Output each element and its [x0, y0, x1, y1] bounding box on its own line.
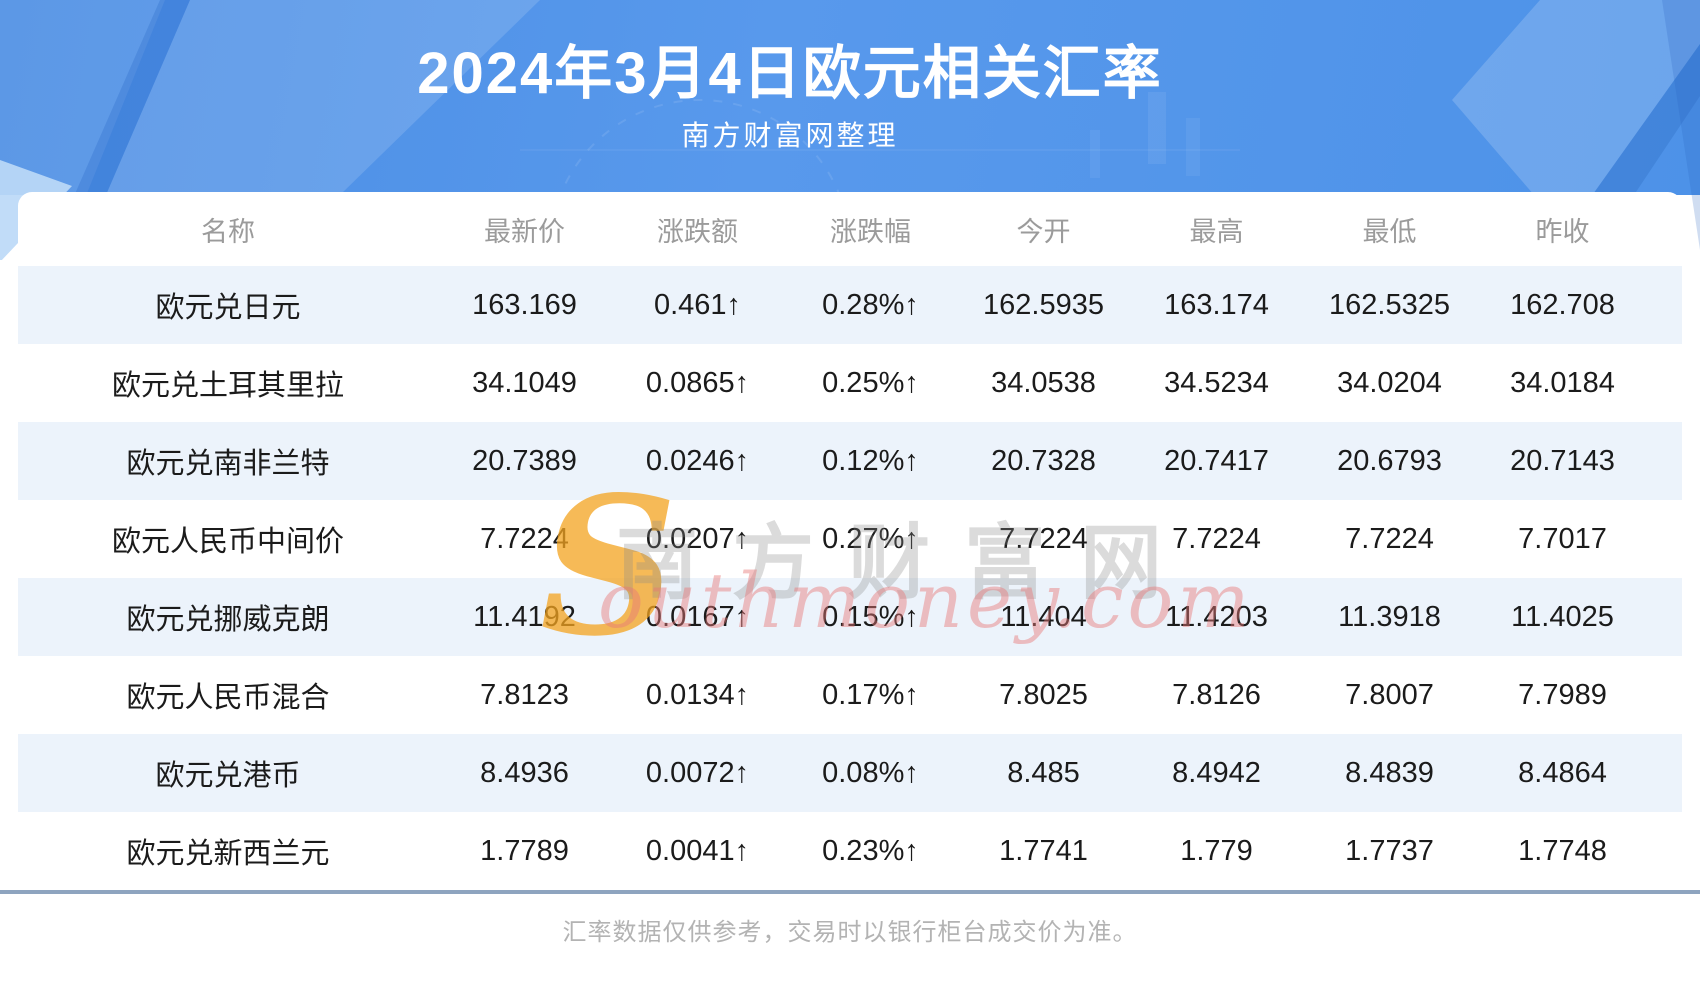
cell-pair-name: 欧元兑港币	[155, 760, 301, 792]
cell-low: 34.0204	[1337, 366, 1442, 399]
cell-prev-close: 11.4025	[1511, 600, 1614, 633]
cell-pair-name: 欧元兑南非兰特	[126, 448, 330, 480]
cell-pair-name: 欧元人民币中间价	[111, 526, 344, 558]
cell-high: 7.8126	[1172, 678, 1261, 711]
column-header-high: 最高	[1189, 216, 1244, 247]
table-row: 欧元兑日元 163.169 0.461↑ 0.28%↑ 162.5935 163…	[18, 266, 1682, 344]
table-row: 欧元兑挪威克朗 11.4192 0.0167↑ 0.15%↑ 11.404 11…	[18, 578, 1682, 656]
cell-latest: 7.7224	[480, 522, 569, 555]
cell-pair-name: 欧元兑日元	[155, 292, 301, 324]
cell-change-pct: 0.12%↑	[822, 444, 919, 477]
column-header-prev-close: 昨收	[1535, 216, 1590, 247]
cell-low: 162.5325	[1329, 288, 1450, 321]
cell-change: 0.0246↑	[645, 444, 750, 477]
disclaimer-note: 汇率数据仅供参考，交易时以银行柜台成交价为准。	[562, 919, 1138, 946]
cell-low: 8.4839	[1345, 756, 1434, 789]
column-header-name: 名称	[201, 216, 255, 247]
cell-change: 0.0134↑	[645, 678, 750, 711]
cell-prev-close: 34.0184	[1510, 366, 1615, 399]
cell-change: 0.0041↑	[645, 834, 750, 867]
cell-high: 34.5234	[1164, 366, 1269, 399]
table-row: 欧元人民币混合 7.8123 0.0134↑ 0.17%↑ 7.8025 7.8…	[18, 656, 1682, 734]
cell-change: 0.0207↑	[645, 522, 750, 555]
cell-latest: 8.4936	[480, 756, 569, 789]
column-header-latest: 最新价	[484, 216, 565, 247]
cell-latest: 7.8123	[480, 678, 569, 711]
cell-prev-close: 7.7989	[1518, 678, 1607, 711]
bottom-divider	[0, 890, 1700, 894]
column-header-open: 今开	[1016, 216, 1071, 247]
cell-filler	[1649, 812, 1682, 890]
cell-prev-close: 8.4864	[1518, 756, 1607, 789]
cell-pair-name: 欧元人民币混合	[126, 682, 330, 714]
table-header-row: 名称 最新价 涨跌额 涨跌幅 今开 最高 最低 昨收	[18, 192, 1682, 266]
column-header-change: 涨跌额	[657, 216, 738, 247]
cell-change: 0.0167↑	[645, 600, 750, 633]
cell-open: 7.7224	[999, 522, 1088, 555]
cell-latest: 11.4192	[473, 600, 576, 633]
cell-high: 20.7417	[1164, 444, 1269, 477]
column-header-low: 最低	[1362, 216, 1417, 247]
page-subtitle: 南方财富网整理	[681, 120, 899, 151]
cell-high: 11.4203	[1165, 600, 1268, 633]
rates-card: 名称 最新价 涨跌额 涨跌幅 今开 最高 最低 昨收 欧元兑日元 163.169…	[18, 192, 1682, 890]
cell-low: 7.7224	[1345, 522, 1434, 555]
column-header-change-pct: 涨跌幅	[830, 216, 911, 247]
cell-latest: 34.1049	[472, 366, 577, 399]
cell-pair-name: 欧元兑新西兰元	[126, 838, 330, 870]
cell-prev-close: 20.7143	[1510, 444, 1615, 477]
cell-latest: 163.169	[472, 288, 577, 321]
cell-change-pct: 0.25%↑	[822, 366, 919, 399]
page-title: 2024年3月4日欧元相关汇率	[417, 41, 1163, 106]
rates-table: 名称 最新价 涨跌额 涨跌幅 今开 最高 最低 昨收 欧元兑日元 163.169…	[18, 192, 1682, 890]
cell-filler	[1649, 656, 1682, 734]
cell-pair-name: 欧元兑土耳其里拉	[111, 370, 344, 402]
table-row: 欧元兑港币 8.4936 0.0072↑ 0.08%↑ 8.485 8.4942…	[18, 734, 1682, 812]
cell-filler	[1649, 422, 1682, 500]
cell-change-pct: 0.28%↑	[822, 288, 919, 321]
cell-change: 0.461↑	[653, 288, 742, 321]
cell-change: 0.0072↑	[645, 756, 750, 789]
cell-prev-close: 162.708	[1510, 288, 1615, 321]
cell-open: 1.7741	[999, 834, 1088, 867]
cell-latest: 20.7389	[472, 444, 577, 477]
cell-open: 8.485	[1007, 756, 1080, 789]
cell-filler	[1649, 734, 1682, 812]
cell-latest: 1.7789	[480, 834, 569, 867]
cell-low: 20.6793	[1337, 444, 1442, 477]
cell-pair-name: 欧元兑挪威克朗	[126, 604, 330, 636]
cell-change-pct: 0.08%↑	[822, 756, 919, 789]
table-row: 欧元兑南非兰特 20.7389 0.0246↑ 0.12%↑ 20.7328 2…	[18, 422, 1682, 500]
cell-change-pct: 0.27%↑	[822, 522, 919, 555]
cell-low: 1.7737	[1345, 834, 1434, 867]
cell-filler	[1649, 578, 1682, 656]
cell-filler	[1649, 500, 1682, 578]
cell-filler	[1649, 266, 1682, 344]
cell-low: 11.3918	[1338, 600, 1441, 633]
cell-prev-close: 1.7748	[1518, 834, 1607, 867]
cell-open: 11.404	[1000, 600, 1087, 633]
table-row: 欧元兑新西兰元 1.7789 0.0041↑ 0.23%↑ 1.7741 1.7…	[18, 812, 1682, 890]
cell-high: 1.779	[1180, 834, 1253, 867]
cell-open: 162.5935	[983, 288, 1104, 321]
cell-open: 20.7328	[991, 444, 1096, 477]
cell-change: 0.0865↑	[645, 366, 750, 399]
rates-table-body: 欧元兑日元 163.169 0.461↑ 0.28%↑ 162.5935 163…	[18, 266, 1682, 890]
cell-change-pct: 0.23%↑	[822, 834, 919, 867]
cell-high: 7.7224	[1172, 522, 1261, 555]
cell-prev-close: 7.7017	[1518, 522, 1607, 555]
cell-change-pct: 0.17%↑	[822, 678, 919, 711]
column-header-filler	[1649, 192, 1682, 266]
table-row: 欧元人民币中间价 7.7224 0.0207↑ 0.27%↑ 7.7224 7.…	[18, 500, 1682, 578]
banner: 2024年3月4日欧元相关汇率 南方财富网整理	[0, 0, 1700, 260]
cell-high: 8.4942	[1172, 756, 1261, 789]
cell-open: 34.0538	[991, 366, 1096, 399]
table-row: 欧元兑土耳其里拉 34.1049 0.0865↑ 0.25%↑ 34.0538 …	[18, 344, 1682, 422]
cell-low: 7.8007	[1345, 678, 1434, 711]
cell-high: 163.174	[1164, 288, 1269, 321]
cell-open: 7.8025	[999, 678, 1088, 711]
cell-change-pct: 0.15%↑	[822, 600, 919, 633]
cell-filler	[1649, 344, 1682, 422]
